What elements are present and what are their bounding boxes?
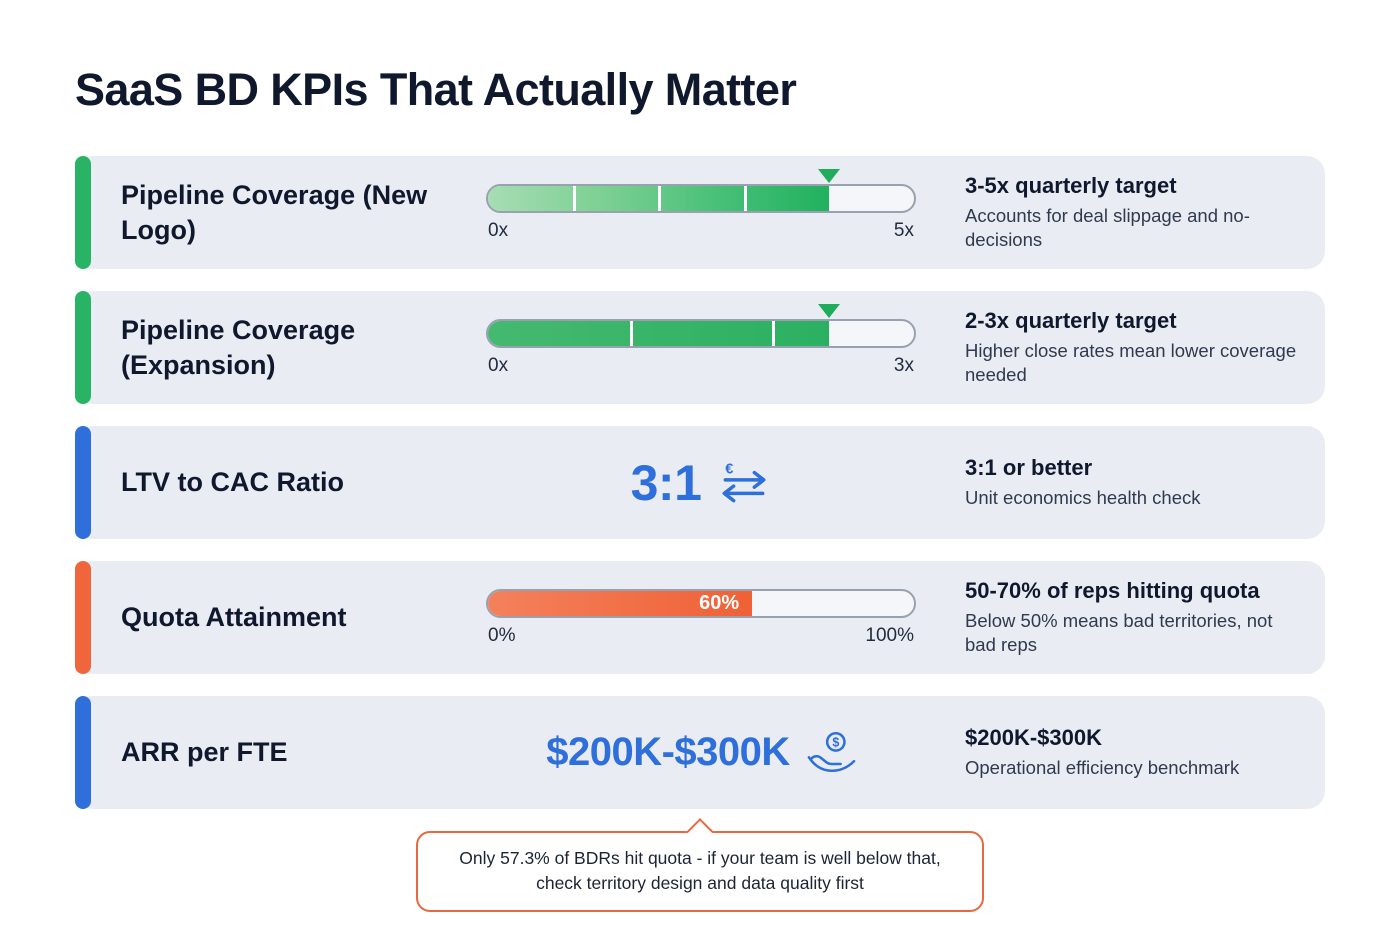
gauge-tick: [629, 320, 633, 346]
target-description: Operational efficiency benchmark: [965, 756, 1240, 778]
target-title: 3:1 or better: [965, 454, 1093, 480]
gauge-tick: [658, 185, 662, 211]
kpi-label: ARR per FTE: [121, 737, 288, 768]
kpi-card-list: Pipeline Coverage (New Logo) 0x 5x: [75, 156, 1325, 809]
gauge-track: [486, 303, 916, 348]
target-description: Accounts for deal slippage and no-decisi…: [965, 204, 1250, 250]
target-title: 2-3x quarterly target: [965, 307, 1177, 333]
currency-exchange-icon: €: [717, 460, 771, 506]
target-title: 50-70% of reps hitting quota: [965, 577, 1260, 603]
target-title: $200K-$300K: [965, 724, 1102, 750]
kpi-card-pipeline-new-logo: Pipeline Coverage (New Logo) 0x 5x: [75, 156, 1325, 269]
target-description: Below 50% means bad territories, not bad…: [965, 609, 1273, 655]
gauge-fill: [488, 303, 840, 346]
target-block: 3:1 or better Unit economics health chec…: [951, 455, 1297, 510]
gauge: 0x 3x: [486, 303, 916, 377]
gauge-marker-icon: [817, 303, 840, 318]
callout-note: Only 57.3% of BDRs hit quota - if your t…: [416, 818, 984, 912]
accent-bar: [75, 561, 91, 674]
kpi-card-pipeline-expansion: Pipeline Coverage (Expansion) 0x 3x: [75, 291, 1325, 404]
kpi-value-block: $200K-$300K $: [486, 730, 916, 775]
svg-text:$: $: [832, 736, 839, 750]
kpi-label: Pipeline Coverage (New Logo): [121, 179, 428, 245]
target-block: $200K-$300K Operational efficiency bench…: [951, 725, 1297, 780]
gauge-max-label: 100%: [865, 624, 914, 646]
gauge: 60% 0% 100%: [486, 588, 916, 647]
gauge-scale: 0% 100%: [486, 625, 916, 647]
accent-bar: [75, 696, 91, 809]
accent-bar: [75, 426, 91, 539]
target-block: 2-3x quarterly target Higher close rates…: [951, 308, 1297, 388]
kpi-label: Pipeline Coverage (Expansion): [121, 314, 356, 380]
target-description: Unit economics health check: [965, 486, 1201, 508]
gauge-min-label: 0%: [488, 624, 516, 646]
gauge-track: 60%: [486, 588, 916, 618]
gauge-marker-icon: [817, 168, 840, 183]
page-title: SaaS BD KPIs That Actually Matter: [75, 64, 797, 115]
accent-bar: [75, 156, 91, 269]
gauge-min-label: 0x: [488, 354, 509, 376]
gauge-max-label: 3x: [893, 354, 914, 376]
gauge-scale: 0x 5x: [486, 220, 916, 242]
accent-bar: [75, 291, 91, 404]
gauge-min-label: 0x: [488, 219, 509, 241]
kpi-value: 3:1: [630, 454, 702, 511]
kpi-card-ltv-cac: LTV to CAC Ratio 3:1 € 3:1 or b: [75, 426, 1325, 539]
kpi-card-arr-per-fte: ARR per FTE $200K-$300K $ $200K-$300K: [75, 696, 1325, 809]
kpi-value: $200K-$300K: [546, 730, 790, 774]
gauge: 0x 5x: [486, 168, 916, 242]
callout-arrow-icon: [686, 818, 714, 845]
callout-text: Only 57.3% of BDRs hit quota - if your t…: [459, 848, 941, 894]
kpi-infographic: SaaS BD KPIs That Actually Matter Pipeli…: [75, 64, 1325, 912]
hand-coin-icon: $: [806, 730, 856, 775]
gauge-tick: [573, 185, 577, 211]
gauge-value-label: 60%: [699, 591, 740, 614]
gauge-fill: 60%: [488, 590, 753, 616]
gauge-tick: [771, 320, 775, 346]
kpi-label: LTV to CAC Ratio: [121, 467, 344, 498]
svg-text:€: €: [726, 461, 734, 477]
kpi-value-block: 3:1 €: [486, 454, 916, 512]
gauge-tick: [743, 185, 747, 211]
target-block: 50-70% of reps hitting quota Below 50% m…: [951, 578, 1297, 658]
kpi-card-quota-attainment: Quota Attainment 60% 0% 100% 50-70% of r…: [75, 561, 1325, 674]
gauge-max-label: 5x: [893, 219, 914, 241]
gauge-track: [486, 168, 916, 213]
target-title: 3-5x quarterly target: [965, 172, 1177, 198]
target-block: 3-5x quarterly target Accounts for deal …: [951, 173, 1297, 253]
target-description: Higher close rates mean lower coverage n…: [965, 339, 1297, 385]
kpi-label: Quota Attainment: [121, 602, 347, 633]
gauge-scale: 0x 3x: [486, 355, 916, 377]
